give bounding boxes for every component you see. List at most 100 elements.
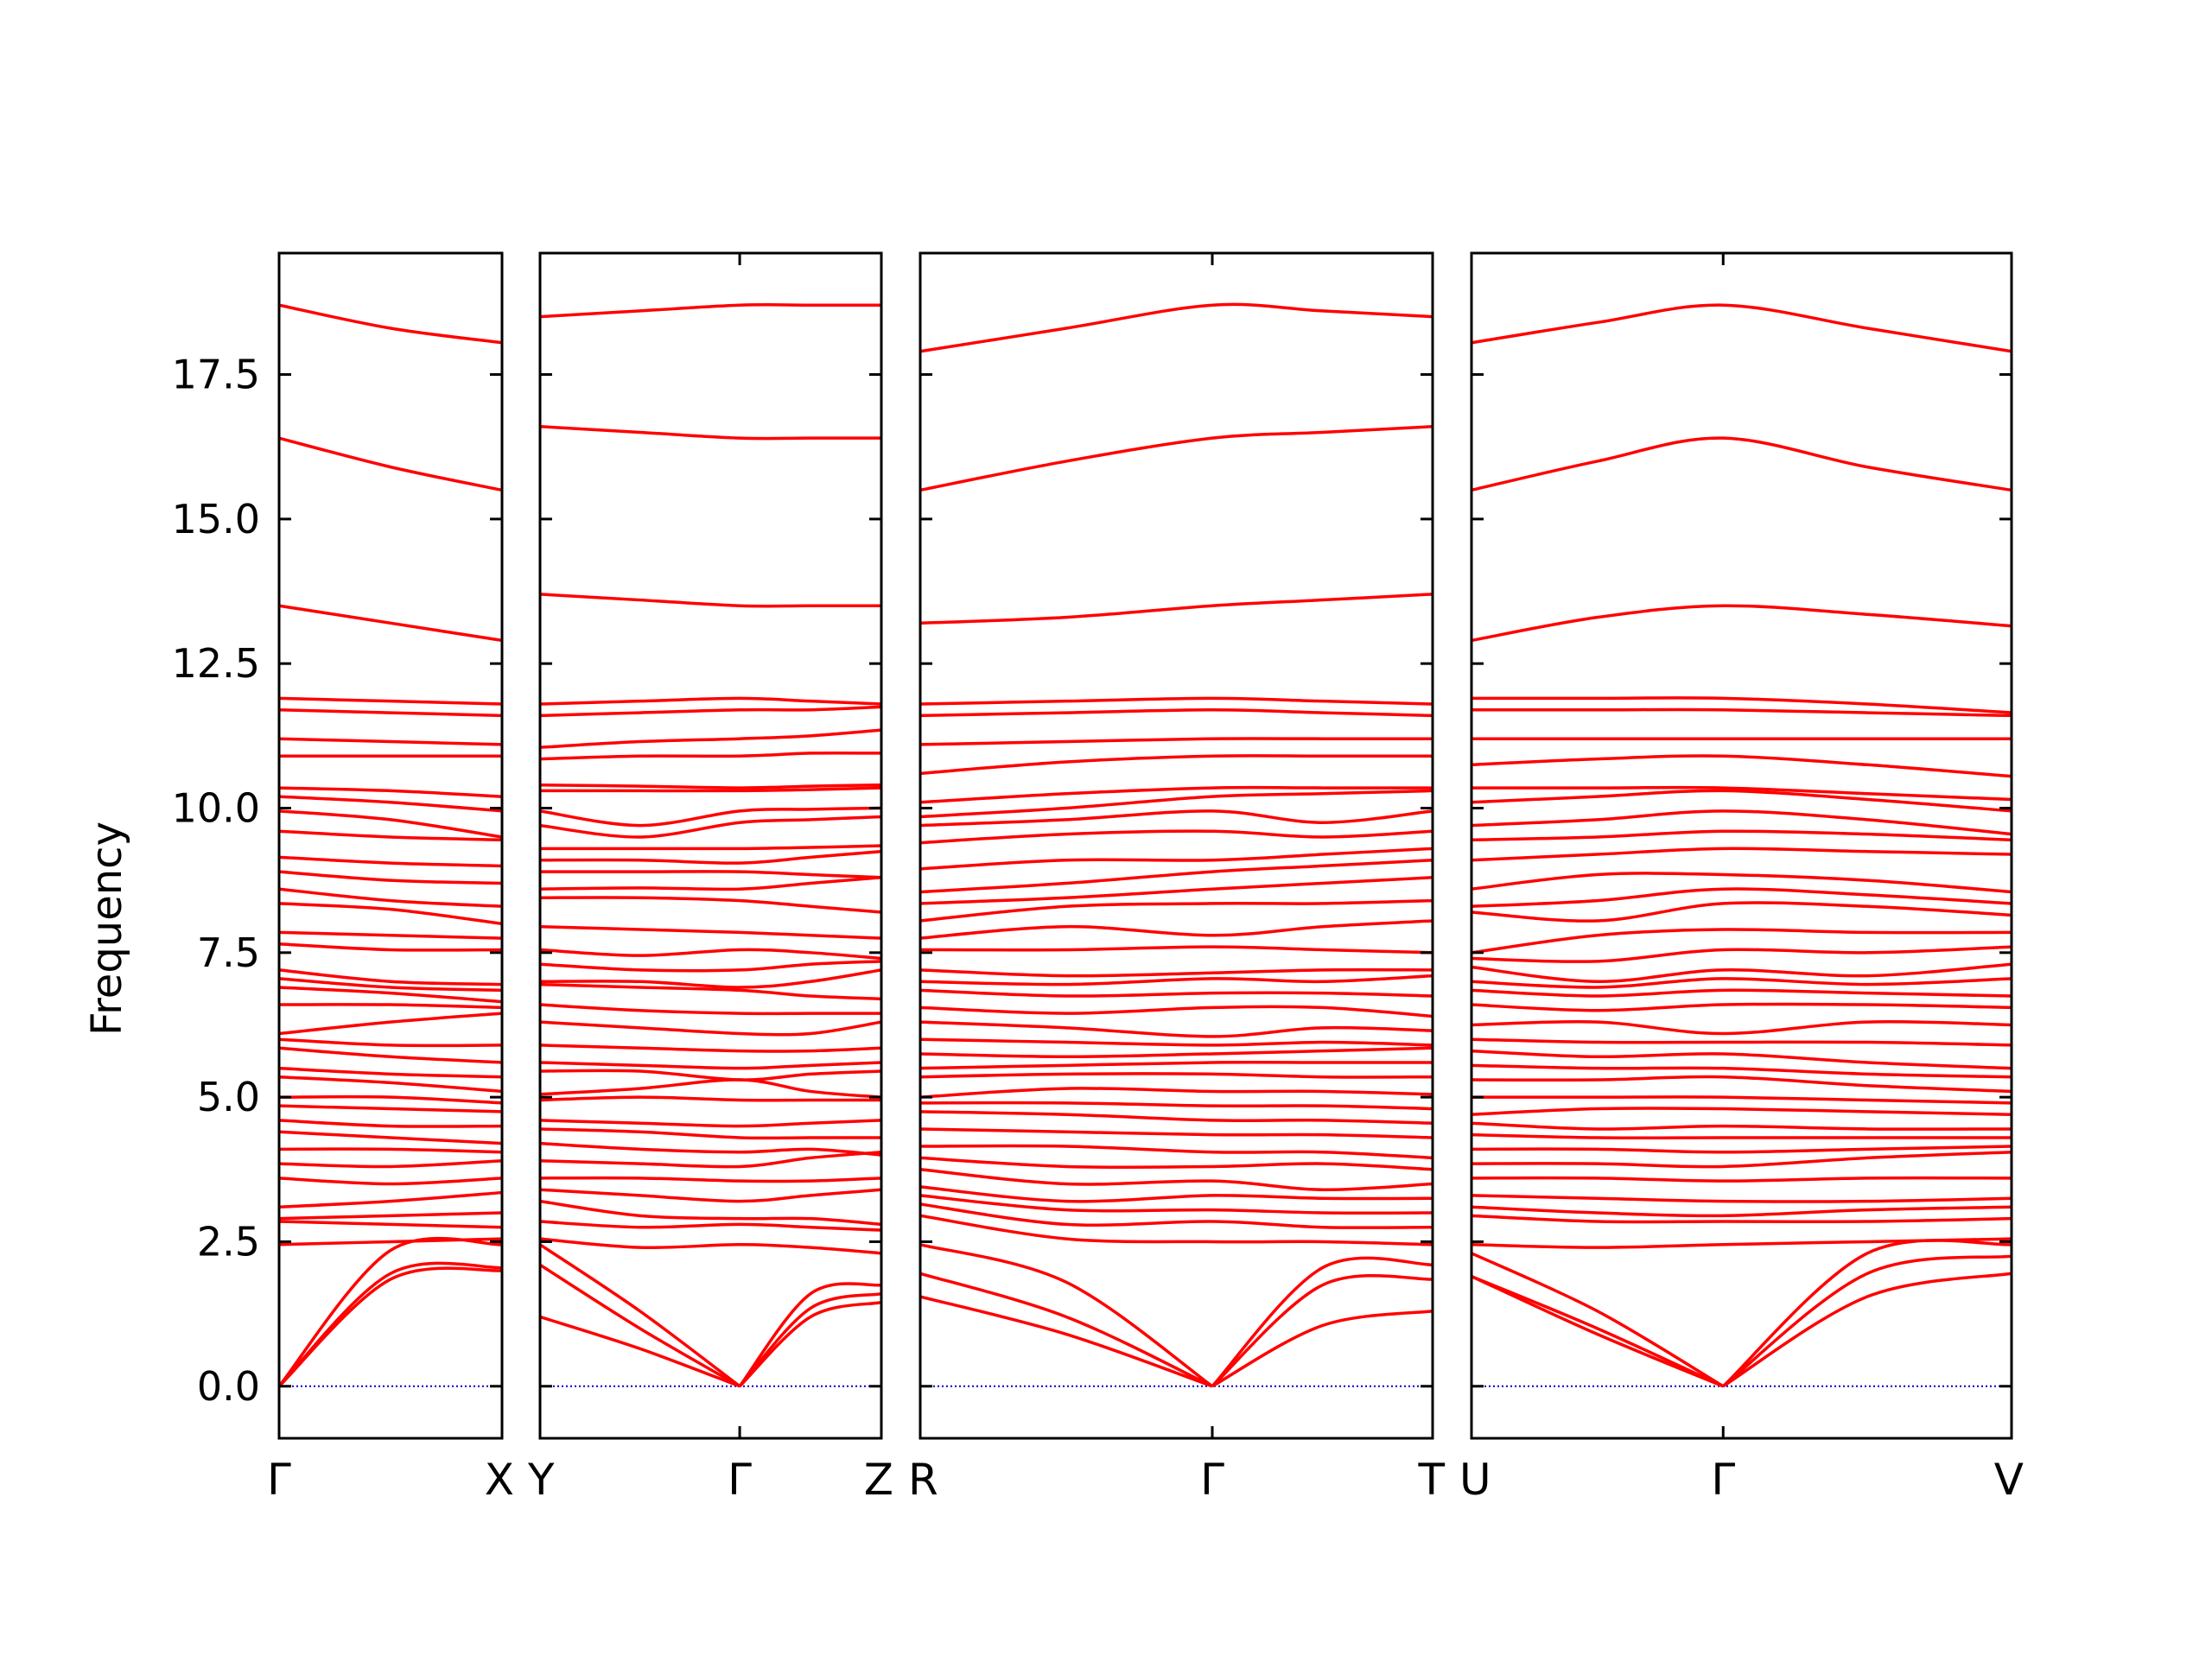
band-line [539,1150,882,1169]
band-line [539,1127,881,1140]
band-line [278,986,503,1004]
band-line [919,1194,1433,1215]
band-line [919,302,1433,353]
band-line [1471,1107,2012,1116]
band-line [278,968,503,986]
band-line [1471,1049,2012,1070]
acoustic-band-line [1722,1254,2012,1388]
x-tick-label: Y [527,1455,555,1505]
panel-frame [1470,251,2013,1440]
band-line [539,924,882,940]
band-line [919,898,1433,923]
band-line [919,1020,1433,1038]
band-line [1471,872,2012,894]
band-line [278,1119,503,1128]
band-line [1471,1205,2012,1218]
band-line [278,1177,503,1186]
acoustic-band-line [1471,1252,1725,1388]
band-line [919,829,1433,845]
band-line [919,858,1433,894]
y-tick-label: 7.5 [197,929,260,976]
band-line [1471,1145,2012,1154]
band-line [919,1110,1433,1125]
band-line [278,436,503,492]
band-line [539,1220,882,1232]
acoustic-band-line [919,1272,1213,1388]
acoustic-band-line [919,1295,1213,1388]
band-line [1471,901,2012,923]
band-line [539,806,882,828]
band-line [919,1087,1433,1099]
band-line [539,1199,882,1227]
band-line [278,809,503,839]
band-line [1471,1002,2012,1012]
band-line [540,786,882,793]
band-line [539,1020,882,1037]
band-line [1471,809,2012,836]
band-line [919,593,1433,625]
band-line [539,705,882,718]
acoustic-band-line [738,1282,882,1387]
band-line [278,604,503,643]
y-tick-label: 17.5 [172,352,260,398]
band-line [539,728,882,749]
x-tick-label: X [485,1455,514,1505]
band-line [539,1095,881,1102]
band-line [919,1168,1433,1191]
band-line [1471,785,2012,802]
band-line [539,696,882,706]
band-line [278,1003,503,1010]
band-line [539,302,881,319]
band-line [539,751,882,761]
band-line [539,1078,882,1099]
band-line [1471,887,2012,909]
band-line [919,809,1433,828]
band-line [919,1101,1433,1111]
band-line [919,847,1433,871]
acoustic-band-line [1211,1273,1433,1388]
x-tick-label: Γ [1711,1455,1735,1505]
x-tick-label: T [1417,1455,1445,1505]
band-line [919,425,1433,492]
band-line [1471,1075,2012,1094]
band-line [1471,977,2012,989]
band-line [1471,1095,2012,1105]
acoustic-band-line [1722,1272,2012,1388]
acoustic-band-line [919,1243,1214,1388]
band-line [919,737,1433,746]
x-tick-label: Γ [1200,1455,1224,1505]
band-line [919,1060,1433,1070]
x-tick-label: Z [864,1455,893,1505]
band-line [919,1072,1433,1079]
panel-frame [277,251,504,1440]
band-line [1471,604,2012,643]
band-line [278,1130,503,1145]
band-line [278,303,503,345]
acoustic-band-line [1471,1274,1724,1388]
band-line [919,1005,1433,1018]
band-line [278,1220,503,1229]
band-line [539,896,882,914]
band-line [278,1237,503,1246]
band-line [1471,696,2012,714]
band-line [1471,1150,2012,1169]
x-tick-label: R [908,1455,938,1505]
acoustic-band-line [277,1261,503,1387]
band-line [1471,945,2012,963]
band-line [539,593,881,608]
y-axis-label: Frequency [83,821,131,1036]
band-line [919,1144,1433,1160]
acoustic-band-line [1211,1310,1433,1388]
band-line [278,1104,503,1113]
x-tick-label: Γ [267,1455,291,1505]
panel-1: Γ X 0.0 2.5 5.0 7.5 10.0 12.5 15.0 17.5 [172,251,514,1505]
y-tick-label: 10.0 [172,784,260,831]
band-line [919,919,1433,940]
band-line [278,977,503,993]
band-line [278,829,503,842]
band-line [919,707,1433,718]
